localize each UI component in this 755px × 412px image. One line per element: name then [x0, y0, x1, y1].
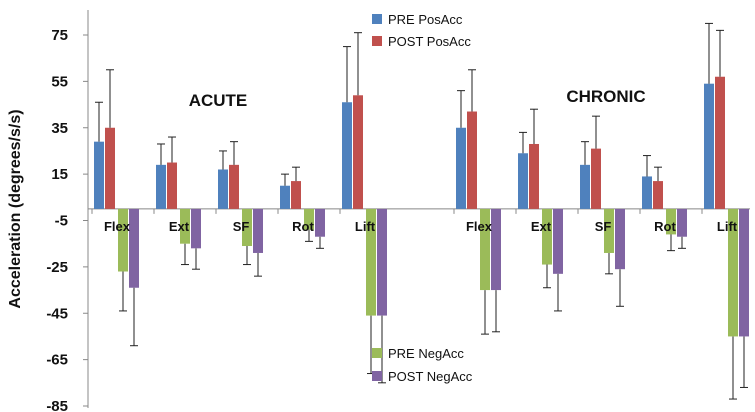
- bar: [280, 185, 290, 209]
- bar: [491, 208, 501, 291]
- bar: [456, 127, 466, 209]
- bar: [377, 208, 387, 316]
- bar: [129, 208, 139, 288]
- labels: Flex Ext SF Rot Lift Flex Ext SF Rot Lift ACUTE CHR…: [104, 87, 738, 234]
- bar: [180, 208, 190, 244]
- legend: PRE PosAcc POST PosAcc PRE NegAcc POST NegA…: [372, 12, 473, 384]
- bar: [291, 181, 301, 209]
- bars: [94, 22, 749, 400]
- y-tick-label: 55: [51, 73, 68, 90]
- bar: [642, 176, 652, 209]
- y-tick-label: -45: [46, 305, 68, 322]
- bar: [253, 208, 263, 253]
- bar: [604, 208, 614, 253]
- bar: [553, 208, 563, 274]
- bar: [229, 164, 239, 209]
- y-tick-label: 15: [51, 166, 68, 183]
- bar: [542, 208, 552, 265]
- bar: [615, 208, 625, 270]
- bar: [105, 127, 115, 209]
- legend-swatch: [372, 36, 382, 46]
- bar: [315, 208, 325, 237]
- axes: 75 55 35 15 -5 -25 -45 -65 -85 Acceleration (degr…: [7, 10, 750, 412]
- bar: [677, 208, 687, 237]
- y-axis-title: Acceleration (degrees/s/s): [7, 109, 24, 308]
- category-label: Lift: [355, 219, 376, 234]
- bar: [715, 76, 725, 209]
- bar: [242, 208, 252, 247]
- bar: [518, 153, 528, 209]
- bar: [666, 208, 676, 235]
- legend-label: PRE PosAcc: [388, 12, 463, 27]
- category-label: Flex: [466, 219, 493, 234]
- bar: [342, 102, 352, 209]
- legend-swatch: [372, 14, 382, 24]
- bar: [218, 169, 228, 209]
- legend-label: POST NegAcc: [388, 369, 473, 384]
- bar: [529, 143, 539, 209]
- y-tick-label: 35: [51, 120, 68, 137]
- y-tick-label: -85: [46, 398, 68, 412]
- category-label: Flex: [104, 219, 131, 234]
- legend-label: POST PosAcc: [388, 34, 471, 49]
- bar: [580, 164, 590, 209]
- category-label: Rot: [654, 219, 676, 234]
- bar: [480, 208, 490, 291]
- bar: [704, 83, 714, 209]
- y-tick-label: -25: [46, 259, 68, 276]
- bar: [591, 148, 601, 209]
- category-label: Rot: [292, 219, 314, 234]
- legend-swatch: [372, 371, 382, 381]
- bar: [156, 164, 166, 209]
- category-label: SF: [233, 219, 250, 234]
- bar: [191, 208, 201, 249]
- y-tick-label: -5: [55, 213, 68, 230]
- bar: [94, 141, 104, 209]
- bar: [167, 162, 177, 209]
- y-tick-label: 75: [51, 27, 68, 44]
- group-label: ACUTE: [189, 91, 248, 110]
- group-label: CHRONIC: [566, 87, 645, 106]
- bar: [728, 208, 738, 337]
- bar: [118, 208, 128, 272]
- legend-label: PRE NegAcc: [388, 346, 464, 361]
- y-tick-label: -65: [46, 352, 68, 369]
- category-label: Lift: [717, 219, 738, 234]
- category-label: SF: [595, 219, 612, 234]
- bar: [366, 208, 376, 316]
- category-label: Ext: [531, 219, 552, 234]
- bar: [739, 208, 749, 337]
- bar: [304, 208, 314, 230]
- legend-swatch: [372, 348, 382, 358]
- category-label: Ext: [169, 219, 190, 234]
- bar: [653, 181, 663, 209]
- bar: [353, 95, 363, 209]
- bar: [467, 111, 477, 209]
